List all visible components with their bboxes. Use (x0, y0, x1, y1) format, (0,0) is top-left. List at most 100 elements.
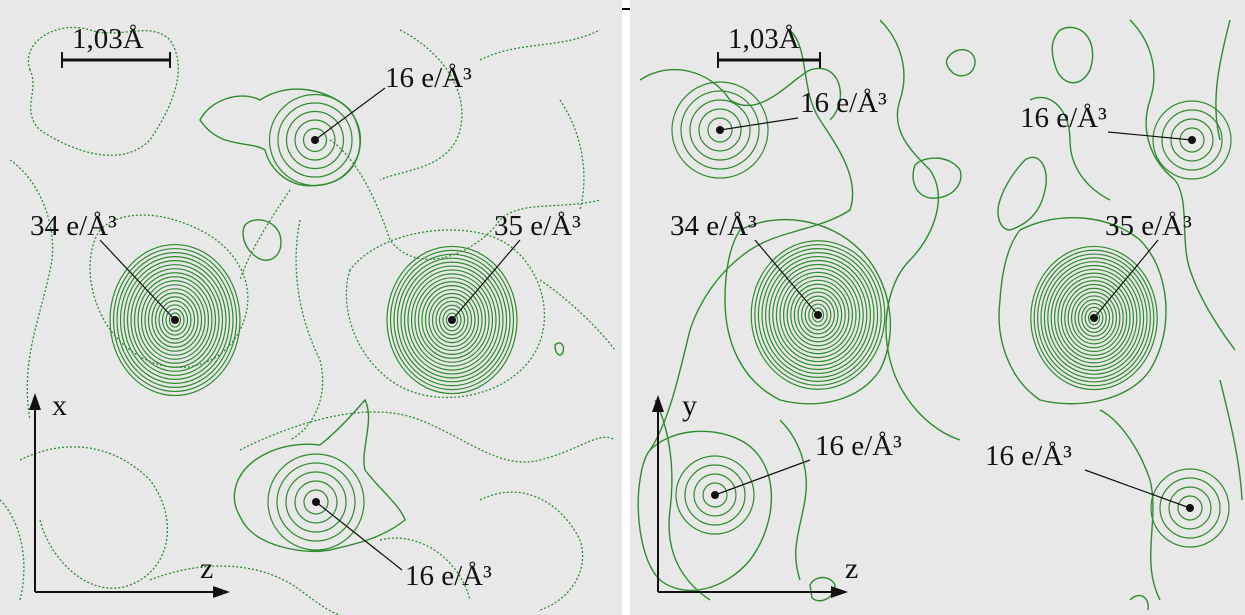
contour-ring (1050, 268, 1138, 368)
contour-ring (389, 249, 515, 391)
density-map-xz-svg: 1,03Å x z 16 e/Å³ 34 e/Å³ 35 e/Å³ 16 e/Å… (0, 23, 616, 615)
contour-ring (302, 127, 328, 153)
density-map-yz-svg: 1,03Å y z 16 e/Å³ 16 e/Å³ 34 e/Å³ 35 e/Å… (637, 19, 1243, 611)
contour-ring (1084, 306, 1104, 330)
axes-indicator: x z (29, 389, 230, 598)
contour-ring (410, 273, 494, 367)
contour-ring (684, 464, 746, 526)
contour-ring (407, 269, 497, 371)
peak-markers (711, 126, 1196, 512)
contour-ring (765, 255, 872, 375)
contour-ring (1159, 477, 1221, 539)
contour-ring (1064, 283, 1124, 353)
contour-ring (702, 482, 728, 508)
contour-ring (442, 308, 462, 332)
contour-ring (116, 252, 234, 389)
scale-bar: 1,03Å (61, 23, 171, 68)
contour-ring (140, 280, 210, 360)
peak-label: 16 e/Å³ (985, 440, 1072, 472)
contour-ring (151, 292, 199, 348)
contour-ring (119, 256, 231, 384)
contour-ring (414, 277, 490, 363)
scale-bar-label: 1,03Å (728, 23, 800, 55)
contour-ring (671, 81, 769, 179)
contour-ring (1170, 118, 1214, 162)
peak-label: 16 e/Å³ (1020, 102, 1107, 134)
contour-ring (154, 296, 196, 344)
peak-label: 16 e/Å³ (385, 62, 472, 94)
contour-ring (137, 276, 213, 364)
contour-ring (1067, 287, 1121, 349)
contour-ring (1074, 295, 1114, 341)
contour-ring (698, 108, 742, 152)
scale-bar-label: 1,03Å (72, 23, 144, 55)
density-map-yz: 1,03Å y z 16 e/Å³ 16 e/Å³ 34 e/Å³ 35 e/Å… (630, 0, 1245, 615)
contour-ring (707, 117, 733, 143)
contour-ring (1060, 280, 1128, 356)
peak-label: 16 e/Å³ (815, 430, 902, 462)
contour-ring (400, 261, 504, 379)
contour-ring (435, 300, 469, 340)
contour-ring-groups (671, 81, 1232, 548)
contour-ring (768, 259, 868, 371)
contour-ring (393, 253, 511, 387)
density-map-xz: 1,03Å x z 16 e/Å³ 34 e/Å³ 35 e/Å³ 16 e/Å… (0, 0, 622, 615)
contour-ring (1161, 109, 1223, 171)
contour-ring (761, 252, 875, 379)
contour-ring (403, 265, 501, 375)
contour-ring (1057, 276, 1131, 360)
contour-ring (1077, 299, 1111, 337)
axis-label-vertical: y (682, 389, 697, 422)
contour-ring (428, 292, 476, 348)
contour-ring (1168, 486, 1212, 530)
top-frame-border (0, 0, 1245, 10)
contour-ring (126, 264, 224, 376)
contour-ring (276, 462, 356, 542)
contour-ring (783, 275, 854, 355)
contour-ring (268, 93, 362, 187)
contour-ring (786, 279, 850, 351)
axis-label-vertical: x (52, 389, 67, 422)
solid-contours (637, 19, 1243, 611)
contour-ring (1033, 249, 1155, 387)
contour-ring (1047, 264, 1141, 372)
axes-indicator: y z (652, 389, 858, 598)
contour-ring (754, 244, 882, 386)
contour-ring (147, 288, 203, 352)
peak-label: 16 e/Å³ (405, 560, 492, 592)
contour-ring (675, 455, 755, 535)
contour-ring (693, 473, 737, 517)
contour-ring (1150, 468, 1230, 548)
contour-ring (1088, 310, 1101, 326)
contour-ring (417, 281, 487, 359)
contour-ring (109, 243, 241, 397)
contour-ring (386, 245, 518, 395)
contour-ring (1081, 302, 1107, 334)
peak-label: 16 e/Å³ (800, 87, 887, 119)
contour-ring (689, 99, 751, 161)
contour-ring (1179, 127, 1205, 153)
peak-label: 34 e/Å³ (670, 210, 757, 242)
contour-ring (396, 257, 508, 383)
axis-label-horizontal: z (200, 552, 213, 585)
contour-ring (277, 102, 353, 178)
peak-markers (171, 136, 456, 506)
contour-ring (804, 299, 832, 331)
contour-ring (1043, 261, 1145, 375)
contour-ring (779, 271, 857, 359)
peak-leader-lines (99, 87, 521, 571)
contour-ring (303, 489, 329, 515)
contour-ring (772, 263, 864, 367)
contour-ring (680, 90, 760, 170)
contour-ring (144, 284, 206, 356)
contour-ring (775, 267, 861, 363)
contour-ring (1177, 495, 1203, 521)
peak-label: 35 e/Å³ (494, 210, 581, 242)
contour-ring (431, 296, 473, 344)
peak-leader-lines (714, 117, 1193, 509)
peak-label: 35 e/Å³ (1105, 210, 1192, 242)
contour-ring (123, 260, 227, 380)
contour-ring (294, 119, 336, 161)
contour-ring (1040, 257, 1148, 379)
contour-ring (158, 300, 192, 340)
